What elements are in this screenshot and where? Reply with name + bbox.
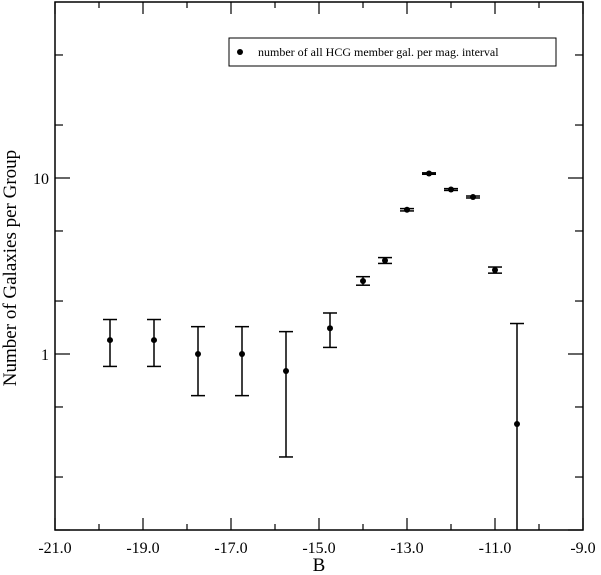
y-tick-label: 10 <box>33 171 49 188</box>
y-tick-label: 1 <box>41 347 49 364</box>
x-tick-label: -19.0 <box>126 540 159 557</box>
data-point <box>404 206 410 213</box>
data-point <box>151 337 157 344</box>
x-tick-label: -15.0 <box>302 540 335 557</box>
legend-marker <box>237 49 243 55</box>
data-point <box>514 421 520 428</box>
data-point <box>426 170 432 177</box>
data-point <box>470 193 476 200</box>
x-tick-label: -9.0 <box>570 540 595 557</box>
legend-entry: number of all HCG member gal. per mag. i… <box>258 45 499 59</box>
data-point <box>327 325 333 332</box>
x-tick-label: -11.0 <box>479 540 512 557</box>
data-point <box>239 351 245 357</box>
data-point <box>107 337 113 344</box>
data-point <box>360 277 366 284</box>
plot-frame <box>54 1 584 531</box>
data-point <box>283 368 289 375</box>
y-axis-label: Number of Galaxies per Group <box>0 150 21 386</box>
x-tick-label: -17.0 <box>214 540 247 557</box>
axis-ticks <box>54 2 584 531</box>
data-point <box>448 186 454 193</box>
data-point <box>195 351 201 357</box>
axis-tick-labels: -21.0 -19.0 -17.0 -15.0 -13.0 -11.0 -9.0 1 10 <box>33 171 596 557</box>
x-axis-label: B <box>313 555 326 575</box>
x-tick-label: -21.0 <box>38 540 71 557</box>
data-marks <box>103 170 524 530</box>
data-point <box>382 257 388 264</box>
legend-box <box>228 37 557 67</box>
data-point <box>492 267 498 274</box>
legend: number of all HCG member gal. per mag. i… <box>228 37 557 67</box>
x-tick-label: -13.0 <box>390 540 423 557</box>
